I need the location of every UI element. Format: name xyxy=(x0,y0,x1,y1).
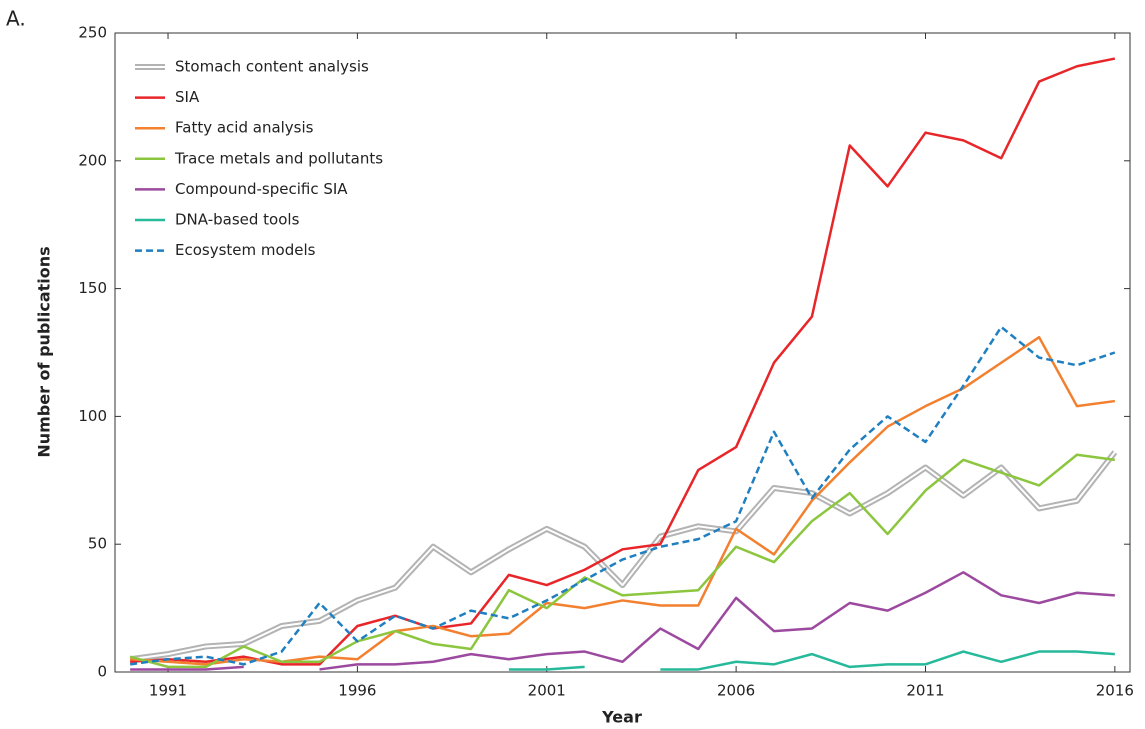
legend-label: Ecosystem models xyxy=(175,241,316,259)
x-tick-label: 2001 xyxy=(528,682,566,700)
legend-label: DNA-based tools xyxy=(175,211,300,229)
y-tick-label: 0 xyxy=(97,663,107,681)
x-axis-title: Year xyxy=(601,708,642,727)
x-tick-label: 2016 xyxy=(1096,682,1134,700)
y-axis-title: Number of publications xyxy=(35,246,54,457)
x-tick-label: 2011 xyxy=(906,682,944,700)
y-tick-label: 50 xyxy=(88,535,107,553)
x-tick-label: 2006 xyxy=(717,682,755,700)
y-tick-label: 150 xyxy=(78,279,107,297)
plot-frame xyxy=(114,32,1131,673)
y-tick-label: 100 xyxy=(78,407,107,425)
series-line xyxy=(660,650,1115,671)
legend-label: Compound-specific SIA xyxy=(175,180,348,198)
legend-label: Stomach content analysis xyxy=(175,58,369,76)
series-line-inner xyxy=(130,451,1116,661)
series-line xyxy=(319,571,1115,671)
series-line xyxy=(129,453,1116,669)
y-tick-label: 250 xyxy=(78,24,107,42)
series-line xyxy=(508,665,585,671)
series-line xyxy=(130,335,1116,666)
y-tick-label: 200 xyxy=(78,151,107,169)
x-tick-label: 1991 xyxy=(149,682,187,700)
series-line xyxy=(130,665,244,671)
panel-label: A. xyxy=(6,7,26,31)
series-line xyxy=(129,325,1116,666)
legend-label: Fatty acid analysis xyxy=(175,119,314,137)
series-line xyxy=(130,57,1116,666)
legend-label: SIA xyxy=(175,88,200,106)
x-tick-label: 1996 xyxy=(338,682,376,700)
legend-label: Trace metals and pollutants xyxy=(174,149,383,167)
